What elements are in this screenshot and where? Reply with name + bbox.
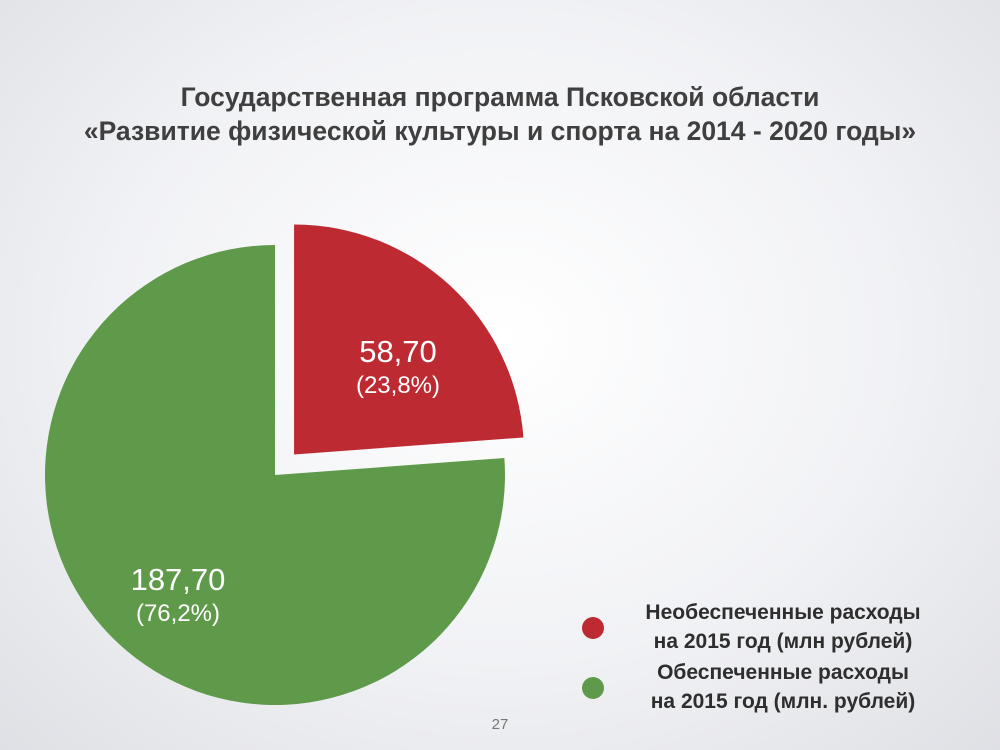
chart-legend: Необеспеченные расходы на 2015 год (млн … bbox=[580, 598, 980, 718]
legend-line: Обеспеченные расходы bbox=[657, 661, 909, 684]
legend-dot-unfunded bbox=[582, 617, 604, 639]
slice-label-unfunded: 58,70 (23,8%) bbox=[338, 334, 458, 402]
legend-line: на 2015 год (млн рублей) bbox=[653, 630, 913, 653]
legend-line: Необеспеченные расходы bbox=[645, 601, 921, 624]
title-line-2: «Развитие физической культуры и спорта н… bbox=[83, 116, 917, 146]
legend-item-funded: Обеспеченные расходы на 2015 год (млн. р… bbox=[580, 658, 980, 718]
legend-text-unfunded: Необеспеченные расходы на 2015 год (млн … bbox=[608, 598, 958, 656]
legend-item-unfunded: Необеспеченные расходы на 2015 год (млн … bbox=[580, 598, 980, 658]
page-number: 27 bbox=[491, 716, 509, 733]
legend-text-funded: Обеспеченные расходы на 2015 год (млн. р… bbox=[608, 658, 958, 716]
pie-slice-unfunded bbox=[294, 224, 524, 455]
pie-slice-funded bbox=[44, 245, 505, 706]
legend-line: на 2015 год (млн. рублей) bbox=[650, 690, 916, 713]
legend-dot-funded bbox=[582, 677, 604, 699]
slide-title: Государственная программа Псковской обла… bbox=[0, 80, 1000, 148]
slice-value-funded: 187,70 bbox=[130, 562, 226, 597]
title-line-1: Государственная программа Псковской обла… bbox=[180, 82, 820, 112]
slice-percent-unfunded: (23,8%) bbox=[355, 372, 441, 399]
slice-percent-funded: (76,2%) bbox=[135, 600, 221, 627]
slice-value-unfunded: 58,70 bbox=[359, 334, 437, 369]
slice-label-funded: 187,70 (76,2%) bbox=[118, 562, 238, 630]
